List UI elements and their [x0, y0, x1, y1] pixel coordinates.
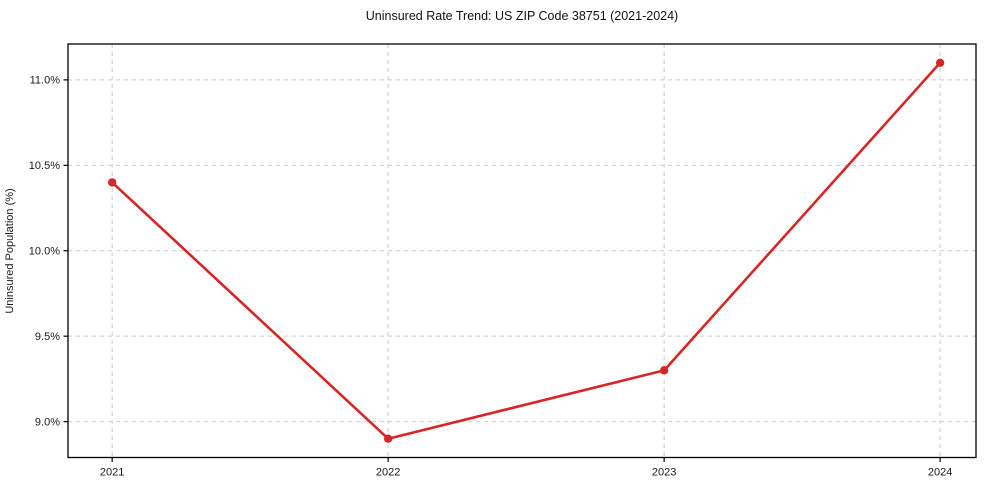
x-tick-label: 2023 — [652, 467, 676, 479]
x-tick-label: 2022 — [376, 467, 400, 479]
data-point-marker — [383, 434, 393, 443]
data-point-marker — [107, 178, 117, 187]
data-point-marker — [935, 58, 945, 67]
y-tick-label: 10.0% — [29, 246, 60, 258]
trend-line — [110, 61, 942, 441]
x-tick-label: 2024 — [928, 467, 952, 479]
y-axis-label: Uninsured Population (%) — [4, 188, 16, 313]
y-tick-label: 9.5% — [35, 331, 60, 343]
x-axis-ticks: 2021 2022 2023 2024 — [100, 457, 952, 479]
y-axis-ticks: 9.0% 9.5% 10.0% 10.5% 11.0% — [29, 75, 68, 428]
y-tick-label: 10.5% — [29, 160, 60, 172]
data-point-marker — [659, 366, 669, 375]
data-series-uninsured-rate — [107, 58, 945, 443]
chart-title: Uninsured Rate Trend: US ZIP Code 38751 … — [366, 9, 678, 23]
y-tick-label: 11.0% — [30, 75, 61, 87]
x-tick-label: 2021 — [100, 467, 124, 479]
gridlines — [68, 44, 976, 458]
y-tick-label: 9.0% — [35, 416, 60, 428]
